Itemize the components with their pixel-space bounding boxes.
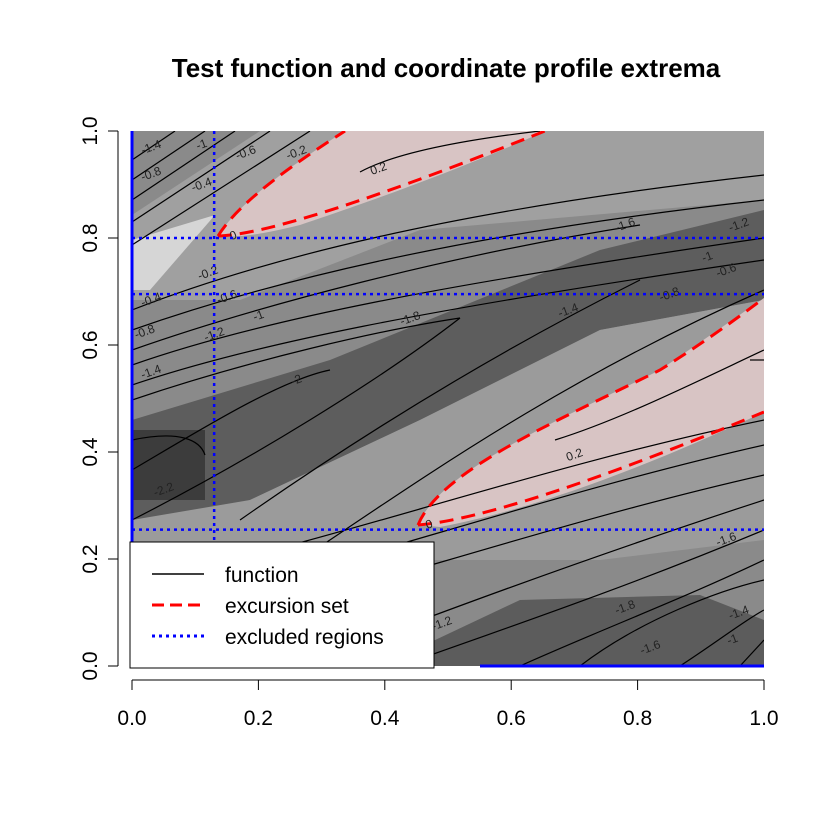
contour-label: -0.6 [215, 287, 240, 307]
x-tick-label: 0.8 [623, 707, 652, 730]
contour-label: -0.4 [189, 174, 214, 194]
legend-label-function: function [225, 564, 299, 587]
excursion-set-lines [216, 131, 764, 527]
excursion-region-right [418, 298, 764, 527]
contour-label: -0.2 [284, 142, 309, 162]
contour-label: 0.2 [368, 159, 389, 178]
y-tick-label: 1.0 [79, 116, 102, 145]
y-tick-label: 0.2 [79, 544, 102, 573]
excursion-boundary [416, 296, 764, 526]
x-tick-label: 0.0 [117, 707, 146, 730]
contour-label: 0.2 [564, 445, 585, 464]
contour-labels: -1.4 -1 -0.6 -0.20.2-0.8-0.40-1.6 -1.2-1-0.6… [133, 136, 752, 658]
excursion-boundary [417, 410, 764, 527]
contour-line [399, 529, 764, 666]
x-tick-label: 0.2 [244, 707, 273, 730]
contour-label: -0.8 [657, 284, 682, 304]
y-tick-label: 0.8 [79, 223, 102, 252]
legend-label-excursion: excursion set [225, 595, 349, 618]
contour-line [132, 131, 311, 246]
plot-area [132, 131, 764, 666]
contour-label: -1.8 [613, 597, 638, 617]
y-tick-label: 0.0 [79, 651, 102, 680]
x-tick-label: 1.0 [749, 707, 778, 730]
contour-label: -0.8 [133, 321, 158, 341]
legend: function excursion set excluded regions [129, 541, 435, 669]
contour-label: -0.6 [234, 142, 259, 162]
contour-label: -1.4 [139, 137, 164, 157]
contour-label: -1 [251, 307, 266, 324]
contour-line [132, 369, 331, 471]
contour-line [132, 131, 206, 181]
contour-line [132, 131, 176, 161]
excursion-boundary [216, 131, 346, 237]
chart-title: Test function and coordinate profile ext… [172, 53, 721, 83]
contour-line [132, 317, 461, 401]
contour-label: -0.4 [139, 289, 164, 309]
excluded-region-lines [132, 131, 764, 666]
x-axis: 0.0 0.2 0.4 0.6 0.8 1.0 [117, 679, 779, 730]
y-axis: 0.0 0.2 0.4 0.6 0.8 1.0 [79, 116, 119, 681]
shade-bright-left [132, 215, 215, 290]
excursion-boundary [217, 131, 546, 238]
contour-line [132, 259, 764, 386]
contour-label: -1 [700, 248, 715, 265]
contour-label: -1.6 [714, 529, 739, 549]
contour-label: -2.2 [151, 479, 176, 499]
contour-label: 0 [228, 227, 239, 243]
contour-line [299, 289, 764, 561]
shade-valley [132, 210, 764, 540]
legend-label-excluded: excluded regions [225, 626, 384, 649]
contour-line [132, 199, 764, 331]
x-tick-label: 0.6 [497, 707, 526, 730]
contour-label: -1.2 [430, 613, 455, 633]
shade-lower [380, 595, 764, 666]
contour-label: -1 [194, 136, 209, 153]
contour-label: -0.8 [139, 164, 164, 184]
contour-line [739, 639, 764, 666]
contour-line [132, 237, 764, 366]
contour-label: -1.4 [556, 300, 581, 320]
contour-label: -0.2 [196, 263, 221, 283]
contour-label: -1.2 [727, 214, 752, 234]
contour-line [132, 131, 271, 223]
contour-label: -2 [289, 371, 304, 388]
contour-label: -1 [725, 631, 740, 648]
contour-line [679, 609, 764, 666]
excursion-region-top [218, 131, 545, 237]
contour-line [579, 579, 764, 666]
contour-line [132, 317, 461, 521]
contour-label: -1.6 [613, 214, 638, 234]
contour-line [554, 349, 764, 441]
contour-line [359, 131, 541, 173]
contour-lines [132, 131, 764, 666]
contour-line [519, 559, 764, 666]
contour-label: 0 [424, 516, 435, 532]
contour-line [239, 279, 641, 521]
contour-line [132, 131, 236, 201]
legend-box [129, 541, 435, 669]
shade-min [132, 430, 205, 500]
contour-line [132, 435, 206, 456]
contour-label: -1.8 [398, 308, 423, 328]
y-tick-label: 0.4 [79, 437, 102, 467]
y-tick-label: 0.6 [79, 330, 102, 359]
x-tick-label: 0.4 [370, 707, 400, 730]
contour-label: -1.4 [139, 362, 164, 382]
contour-label: -1.4 [727, 602, 752, 622]
contour-label: -1.6 [638, 637, 663, 657]
contour-label: -0.6 [714, 260, 739, 280]
